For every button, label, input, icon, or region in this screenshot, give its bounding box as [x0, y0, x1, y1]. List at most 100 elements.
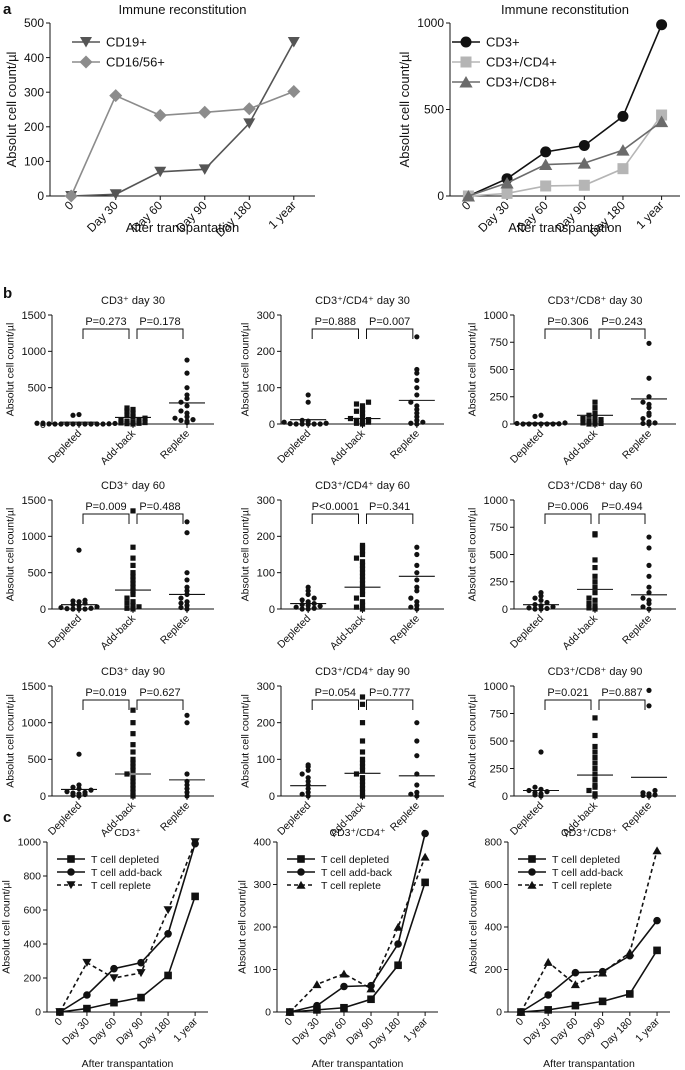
legend-marker — [460, 36, 472, 48]
data-point — [353, 604, 360, 610]
series-line — [468, 120, 663, 197]
data-point — [130, 760, 136, 766]
data-point — [359, 793, 366, 799]
x-axis-label: After transpantation — [82, 1058, 174, 1070]
data-point — [109, 189, 122, 200]
y-tick-label: 1000 — [18, 837, 42, 849]
data-point — [88, 787, 94, 793]
data-point — [178, 417, 184, 423]
y-tick-label: 500 — [490, 549, 508, 561]
legend-marker — [459, 75, 473, 88]
y-tick-label: 1000 — [22, 346, 46, 358]
data-point — [130, 778, 136, 784]
data-point — [393, 922, 403, 931]
x-tick-label: Replete — [620, 428, 654, 462]
data-point — [305, 591, 311, 598]
data-point — [88, 605, 94, 611]
data-point — [293, 604, 299, 610]
y-axis-label: Absolut cell count/µl — [4, 694, 16, 788]
series-T cell depleted — [56, 892, 199, 1016]
data-point — [184, 786, 190, 792]
legend-label: CD3+ — [486, 35, 520, 50]
x-axis-label: After transpantation — [508, 220, 621, 235]
y-tick-label: 0 — [437, 189, 444, 203]
y-tick-label: 0 — [269, 419, 275, 431]
series-line — [520, 850, 658, 1013]
data-point — [136, 969, 146, 978]
data-point — [652, 846, 662, 855]
group-points-Replete — [172, 357, 196, 426]
data-point — [130, 562, 136, 568]
data-point — [538, 412, 544, 418]
data-point — [184, 782, 190, 788]
legend-label: T cell depleted — [91, 854, 159, 866]
panel-label-c: c — [3, 809, 11, 826]
y-tick-label: 500 — [28, 383, 46, 395]
pvalue-label: P=0.009 — [85, 501, 126, 513]
pvalue-label: P=0.019 — [85, 687, 126, 699]
legend-marker — [80, 37, 92, 48]
x-tick-label: 0 — [282, 1016, 295, 1029]
y-tick-label: 500 — [424, 103, 444, 117]
data-point — [184, 588, 190, 594]
chart-title: CD3⁺/CD4⁺ day 90 — [315, 666, 410, 678]
data-point — [359, 562, 366, 568]
data-point — [544, 789, 550, 795]
pvalue-label: P=0.777 — [369, 687, 410, 699]
data-point — [414, 370, 420, 376]
data-point — [414, 753, 420, 759]
pvalue-bracket — [136, 513, 184, 524]
data-point — [142, 419, 148, 426]
data-point — [592, 579, 598, 585]
data-point — [312, 980, 322, 989]
group-points-Replete — [640, 534, 652, 612]
data-point — [598, 997, 607, 1006]
y-tick-label: 200 — [484, 964, 502, 976]
data-point — [586, 595, 592, 601]
x-tick-label: Replete — [620, 613, 654, 647]
data-point — [592, 590, 598, 596]
data-point — [70, 790, 76, 796]
pvalue-bracket — [366, 699, 414, 710]
data-point — [64, 189, 78, 203]
data-point — [646, 375, 652, 381]
data-point — [124, 412, 130, 418]
data-point — [184, 392, 190, 398]
data-point — [130, 508, 136, 514]
data-point — [543, 957, 553, 966]
y-axis-label: Absolut cell count/µl — [397, 51, 412, 167]
group-points-Depleted — [281, 392, 329, 427]
pvalue-label: P=0.627 — [139, 687, 180, 699]
data-point — [130, 599, 136, 605]
y-tick-label: 750 — [490, 522, 508, 534]
data-point — [592, 405, 598, 411]
data-point — [305, 793, 311, 799]
y-axis-label: Absolut cell count/µl — [240, 508, 252, 602]
data-point — [617, 110, 629, 122]
data-point — [305, 767, 311, 773]
data-point — [184, 789, 190, 795]
legend-label: T cell replete — [321, 880, 381, 892]
data-point — [359, 767, 366, 773]
data-point — [82, 606, 88, 612]
group-points-Add-back — [353, 694, 366, 799]
data-point — [592, 765, 598, 772]
data-point — [130, 782, 136, 788]
chart-b8: 0 100 200 300 Absolut cell count/µl CD3⁺/CD4⁺… — [240, 666, 444, 839]
data-point — [359, 760, 366, 766]
pvalue-bracket — [598, 328, 646, 339]
data-point — [592, 531, 598, 537]
data-point — [586, 421, 592, 427]
x-tick-label: Day 60 — [548, 1016, 580, 1048]
data-point — [184, 410, 190, 416]
data-point — [130, 742, 136, 748]
data-point — [532, 421, 538, 427]
data-point — [592, 410, 598, 416]
chart-title: CD3⁺ — [114, 827, 141, 839]
y-tick-label: 1000 — [484, 310, 508, 322]
data-point — [130, 767, 136, 773]
data-point — [394, 940, 402, 948]
data-point — [353, 771, 360, 777]
chart-b6: 0 250 500 750 1000 Absolut cell count/µl CD3⁺/… — [466, 480, 676, 652]
data-point — [184, 712, 190, 718]
